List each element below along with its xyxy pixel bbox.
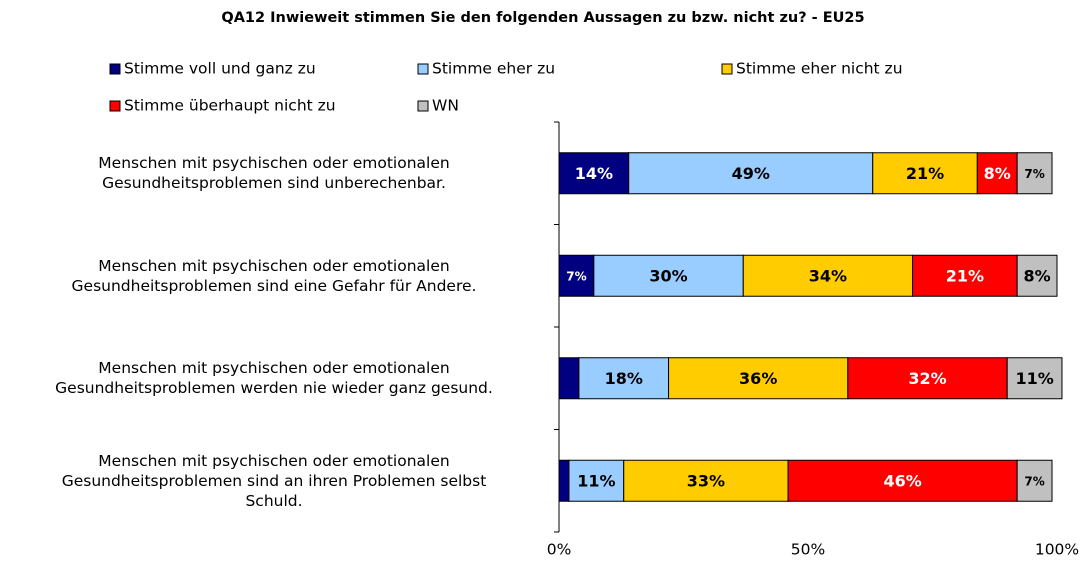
data-label: 11% [1015, 369, 1053, 388]
bar-segment [668, 357, 849, 400]
data-label: 8% [1023, 266, 1050, 285]
legend-swatch [721, 63, 733, 75]
legend-swatch [417, 63, 429, 75]
x-tick-label: 0% [547, 541, 572, 559]
bar-segment [558, 459, 570, 502]
data-label: 33% [687, 471, 725, 490]
bar-segment [593, 254, 744, 297]
bar-segment [578, 357, 670, 400]
bar-segment [787, 459, 1018, 502]
chart-title: QA12 Inwieweit stimmen Sie den folgenden… [221, 10, 864, 26]
legend-swatch [109, 63, 121, 75]
bar-segment [1016, 152, 1053, 195]
data-label: 32% [908, 369, 946, 388]
bar-segment [912, 254, 1018, 297]
legend-label: Stimme eher zu [432, 60, 555, 78]
x-tick-label: 100% [1035, 541, 1079, 559]
category-label: Menschen mit psychischen oder emotionale… [71, 256, 477, 295]
legend-swatch [109, 100, 121, 112]
bar-segment [1016, 459, 1053, 502]
bar-segment [742, 254, 914, 297]
data-label: 30% [649, 266, 687, 285]
category-label: Menschen mit psychischen oder emotionale… [55, 359, 493, 398]
data-label: 49% [732, 164, 770, 183]
bar-segment [558, 254, 595, 297]
legend-label: Stimme voll und ganz zu [124, 60, 316, 78]
legend-label: Stimme überhaupt nicht zu [124, 97, 336, 115]
legend-label: WN [432, 97, 459, 115]
bar-segment [623, 459, 789, 502]
category-label: Menschen mit psychischen oder emotionale… [61, 451, 487, 510]
x-tick-label: 50% [791, 541, 825, 559]
data-label: 11% [577, 471, 615, 490]
data-label: 36% [739, 369, 777, 388]
data-label: 7% [1024, 474, 1044, 488]
data-label: 21% [906, 164, 944, 183]
bar-segment [1006, 357, 1063, 400]
data-label: 21% [946, 266, 984, 285]
data-label: 18% [605, 369, 643, 388]
data-label: 14% [575, 164, 613, 183]
bar-segment [847, 357, 1008, 400]
data-label: 8% [984, 164, 1011, 183]
data-label: 46% [883, 471, 921, 490]
legend-label: Stimme eher nicht zu [736, 60, 903, 78]
bar-segment [976, 152, 1018, 195]
bar-segment [558, 357, 580, 400]
category-label: Menschen mit psychischen oder emotionale… [98, 154, 450, 193]
bar-segment [568, 459, 625, 502]
legend-swatch [417, 100, 429, 112]
bar-segment [1016, 254, 1058, 297]
data-label: 34% [809, 266, 847, 285]
data-label: 7% [1024, 167, 1044, 181]
bar-segment [558, 152, 630, 195]
data-label: 7% [566, 269, 586, 283]
